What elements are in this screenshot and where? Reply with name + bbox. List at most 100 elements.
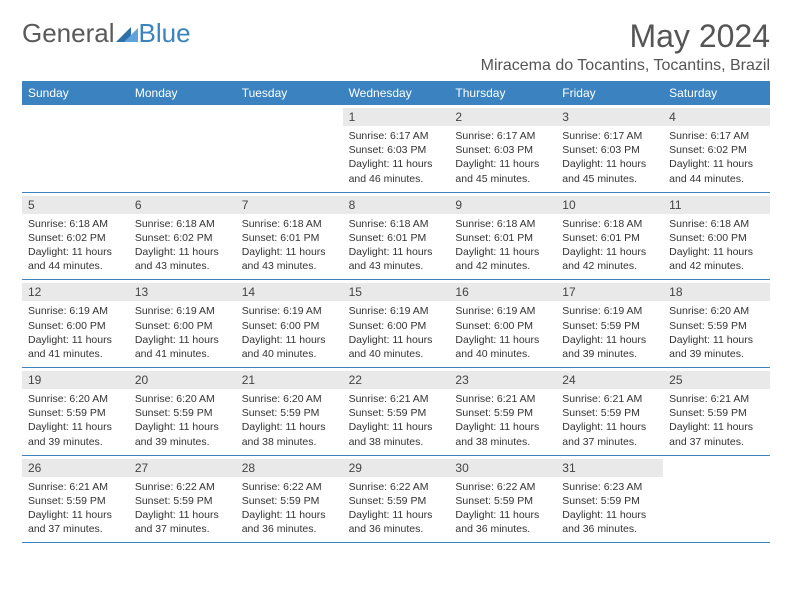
day-detail: Sunrise: 6:21 AMSunset: 5:59 PMDaylight:… [349,392,444,449]
day-cell: 14Sunrise: 6:19 AMSunset: 6:00 PMDayligh… [236,280,343,367]
day-detail: Sunrise: 6:22 AMSunset: 5:59 PMDaylight:… [455,480,550,537]
dow-cell: Monday [129,81,236,105]
day-cell [236,105,343,192]
day-detail: Sunrise: 6:21 AMSunset: 5:59 PMDaylight:… [455,392,550,449]
day-detail: Sunrise: 6:17 AMSunset: 6:02 PMDaylight:… [669,129,764,186]
day-detail: Sunrise: 6:17 AMSunset: 6:03 PMDaylight:… [562,129,657,186]
logo-text-general: General [22,18,115,49]
day-number: 20 [129,371,236,389]
day-number: 21 [236,371,343,389]
day-detail: Sunrise: 6:21 AMSunset: 5:59 PMDaylight:… [562,392,657,449]
day-number: 12 [22,283,129,301]
day-number: 18 [663,283,770,301]
day-cell: 13Sunrise: 6:19 AMSunset: 6:00 PMDayligh… [129,280,236,367]
day-number: 6 [129,196,236,214]
day-cell: 12Sunrise: 6:19 AMSunset: 6:00 PMDayligh… [22,280,129,367]
day-detail: Sunrise: 6:18 AMSunset: 6:01 PMDaylight:… [242,217,337,274]
weeks-container: 1 Sunrise: 6:17 AMSunset: 6:03 PMDaylight… [22,105,770,543]
day-number: 17 [556,283,663,301]
day-cell: 21 Sunrise: 6:20 AMSunset: 5:59 PMDayligh… [236,368,343,455]
day-cell: 15Sunrise: 6:19 AMSunset: 6:00 PMDayligh… [343,280,450,367]
day-number: 7 [236,196,343,214]
day-cell [129,105,236,192]
day-detail: Sunrise: 6:19 AMSunset: 6:00 PMDaylight:… [135,304,230,361]
day-cell: 2Sunrise: 6:17 AMSunset: 6:03 PMDaylight… [449,105,556,192]
day-cell [663,456,770,543]
week-row: 26 Sunrise: 6:21 AMSunset: 5:59 PMDayligh… [22,456,770,544]
location-text: Miracema do Tocantins, Tocantins, Brazil [481,57,770,75]
day-number: 30 [449,459,556,477]
dow-cell: Saturday [663,81,770,105]
day-number: 27 [129,459,236,477]
day-detail: Sunrise: 6:18 AMSunset: 6:01 PMDaylight:… [349,217,444,274]
dow-cell: Thursday [449,81,556,105]
day-number: 28 [236,459,343,477]
day-detail: Sunrise: 6:19 AMSunset: 6:00 PMDaylight:… [242,304,337,361]
day-cell: 30 Sunrise: 6:22 AMSunset: 5:59 PMDayligh… [449,456,556,543]
day-detail: Sunrise: 6:20 AMSunset: 5:59 PMDaylight:… [28,392,123,449]
day-number: 19 [22,371,129,389]
day-cell: 19 Sunrise: 6:20 AMSunset: 5:59 PMDayligh… [22,368,129,455]
day-cell: 18 Sunrise: 6:20 AMSunset: 5:59 PMDayligh… [663,280,770,367]
day-cell: 5 Sunrise: 6:18 AMSunset: 6:02 PMDaylight… [22,193,129,280]
day-number: 23 [449,371,556,389]
day-detail: Sunrise: 6:22 AMSunset: 5:59 PMDaylight:… [349,480,444,537]
day-number: 5 [22,196,129,214]
day-cell: 10Sunrise: 6:18 AMSunset: 6:01 PMDayligh… [556,193,663,280]
week-row: 1 Sunrise: 6:17 AMSunset: 6:03 PMDaylight… [22,105,770,193]
day-cell: 16 Sunrise: 6:19 AMSunset: 6:00 PMDayligh… [449,280,556,367]
dow-cell: Friday [556,81,663,105]
day-detail: Sunrise: 6:17 AMSunset: 6:03 PMDaylight:… [349,129,444,186]
week-row: 12 Sunrise: 6:19 AMSunset: 6:00 PMDayligh… [22,280,770,368]
day-detail: Sunrise: 6:22 AMSunset: 5:59 PMDaylight:… [242,480,337,537]
day-detail: Sunrise: 6:20 AMSunset: 5:59 PMDaylight:… [135,392,230,449]
day-number: 8 [343,196,450,214]
day-cell: 4Sunrise: 6:17 AMSunset: 6:02 PMDaylight… [663,105,770,192]
week-row: 5 Sunrise: 6:18 AMSunset: 6:02 PMDaylight… [22,193,770,281]
day-detail: Sunrise: 6:21 AMSunset: 5:59 PMDaylight:… [669,392,764,449]
day-detail: Sunrise: 6:18 AMSunset: 6:00 PMDaylight:… [669,217,764,274]
logo-text-blue: Blue [139,18,191,49]
day-number: 16 [449,283,556,301]
day-number: 25 [663,371,770,389]
day-number: 2 [449,108,556,126]
day-cell: 27 Sunrise: 6:22 AMSunset: 5:59 PMDayligh… [129,456,236,543]
day-number: 1 [343,108,450,126]
day-cell: 26 Sunrise: 6:21 AMSunset: 5:59 PMDayligh… [22,456,129,543]
week-row: 19 Sunrise: 6:20 AMSunset: 5:59 PMDayligh… [22,368,770,456]
day-cell: 25 Sunrise: 6:21 AMSunset: 5:59 PMDayligh… [663,368,770,455]
day-detail: Sunrise: 6:20 AMSunset: 5:59 PMDaylight:… [242,392,337,449]
calendar: SundayMondayTuesdayWednesdayThursdayFrid… [22,81,770,543]
logo-triangle-icon [116,18,138,49]
day-number: 3 [556,108,663,126]
day-detail: Sunrise: 6:21 AMSunset: 5:59 PMDaylight:… [28,480,123,537]
dow-cell: Sunday [22,81,129,105]
day-number: 31 [556,459,663,477]
day-cell: 7 Sunrise: 6:18 AMSunset: 6:01 PMDaylight… [236,193,343,280]
title-block: May 2024 Miracema do Tocantins, Tocantin… [481,18,770,75]
day-detail: Sunrise: 6:18 AMSunset: 6:01 PMDaylight:… [562,217,657,274]
day-detail: Sunrise: 6:19 AMSunset: 5:59 PMDaylight:… [562,304,657,361]
day-cell: 9Sunrise: 6:18 AMSunset: 6:01 PMDaylight… [449,193,556,280]
day-cell: 8 Sunrise: 6:18 AMSunset: 6:01 PMDaylight… [343,193,450,280]
day-cell: 29 Sunrise: 6:22 AMSunset: 5:59 PMDayligh… [343,456,450,543]
day-detail: Sunrise: 6:20 AMSunset: 5:59 PMDaylight:… [669,304,764,361]
day-cell: 17 Sunrise: 6:19 AMSunset: 5:59 PMDayligh… [556,280,663,367]
day-cell: 11Sunrise: 6:18 AMSunset: 6:00 PMDayligh… [663,193,770,280]
day-number: 29 [343,459,450,477]
day-number: 24 [556,371,663,389]
day-number: 26 [22,459,129,477]
day-cell: 22Sunrise: 6:21 AMSunset: 5:59 PMDayligh… [343,368,450,455]
day-cell: 28 Sunrise: 6:22 AMSunset: 5:59 PMDayligh… [236,456,343,543]
logo: General Blue [22,18,191,49]
day-cell: 20 Sunrise: 6:20 AMSunset: 5:59 PMDayligh… [129,368,236,455]
day-detail: Sunrise: 6:18 AMSunset: 6:02 PMDaylight:… [28,217,123,274]
day-cell: 24 Sunrise: 6:21 AMSunset: 5:59 PMDayligh… [556,368,663,455]
day-detail: Sunrise: 6:23 AMSunset: 5:59 PMDaylight:… [562,480,657,537]
day-detail: Sunrise: 6:18 AMSunset: 6:01 PMDaylight:… [455,217,550,274]
dow-cell: Wednesday [343,81,450,105]
day-detail: Sunrise: 6:19 AMSunset: 6:00 PMDaylight:… [455,304,550,361]
day-cell: 6Sunrise: 6:18 AMSunset: 6:02 PMDaylight… [129,193,236,280]
day-detail: Sunrise: 6:22 AMSunset: 5:59 PMDaylight:… [135,480,230,537]
header: General Blue May 2024 Miracema do Tocant… [22,18,770,75]
